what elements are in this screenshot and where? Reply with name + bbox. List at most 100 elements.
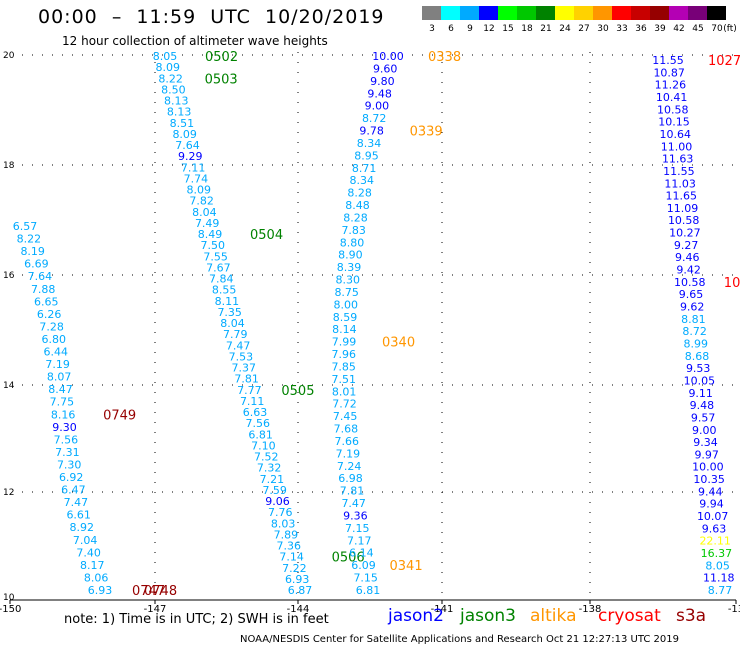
wave-height-value: 11.18: [703, 572, 735, 585]
wave-height-value: 8.14: [332, 323, 357, 336]
scale-swatch: [574, 6, 593, 20]
wave-height-value: 8.34: [350, 174, 375, 187]
wave-height-value: 8.11: [215, 295, 240, 308]
wave-height-value: 8.09: [172, 128, 197, 141]
wave-height-value: 7.55: [203, 250, 228, 263]
longitude-tick-label: -141: [431, 604, 454, 615]
pass-time-label: 0506: [332, 551, 365, 566]
latitude-tick-label: 16: [3, 271, 15, 281]
wave-height-value: 8.16: [51, 408, 76, 421]
pass-time-label: 0341: [390, 559, 423, 574]
wave-height-value: 6.63: [243, 406, 268, 419]
wave-height-value: 7.96: [332, 348, 357, 361]
wave-height-value: 9.62: [680, 301, 705, 314]
wave-height-value: 9.29: [178, 150, 203, 163]
wave-height-value: 7.11: [240, 395, 265, 408]
wave-height-value: 7.74: [184, 172, 209, 185]
latitude-tick-label: 20: [3, 51, 15, 61]
wave-height-value: 8.72: [682, 325, 707, 338]
wave-height-value: 11.26: [655, 79, 687, 92]
wave-height-value: 10.27: [669, 227, 701, 240]
wave-height-value: 8.28: [343, 211, 368, 224]
wave-height-value: 22.11: [699, 535, 731, 548]
scale-label: 27: [578, 24, 590, 34]
pass-time-label: 0502: [205, 50, 238, 65]
wave-height-value: 7.81: [234, 373, 259, 386]
latitude-tick-label: 10: [3, 593, 15, 603]
scale-label: 21: [540, 24, 552, 34]
scale-label: 39: [654, 24, 666, 34]
scale-swatch: [631, 6, 650, 20]
wave-height-value: 8.05: [705, 559, 730, 572]
wave-height-value: 8.51: [170, 117, 195, 130]
wave-height-value: 7.28: [39, 320, 64, 333]
wave-height-value: 7.19: [45, 358, 70, 371]
latitude-tick-label: 14: [3, 381, 15, 391]
wave-height-value: 7.77: [237, 384, 262, 397]
scale-label: 24: [559, 24, 571, 34]
wave-height-value: 8.95: [354, 149, 379, 162]
scale-swatch: [650, 6, 669, 20]
wave-height-value: 7.22: [282, 562, 307, 575]
wave-height-value: 6.61: [66, 509, 91, 522]
wave-height-value: 6.44: [44, 346, 69, 359]
wave-height-value: 8.55: [212, 284, 237, 297]
wave-height-value: 8.50: [161, 83, 186, 96]
wave-height-value: 6.87: [288, 584, 313, 597]
wave-height-value: 8.17: [80, 559, 105, 572]
wave-height-value: 8.34: [357, 137, 382, 150]
wave-height-value: 8.47: [48, 383, 73, 396]
wave-height-value: 9.53: [686, 362, 711, 375]
wave-height-value: 9.00: [365, 100, 390, 113]
wave-height-value: 11.55: [652, 54, 684, 67]
pass-time-label: 0339: [410, 125, 443, 140]
wave-height-value: 9.30: [52, 421, 77, 434]
axis-ticks: 20 18 16 14 12 10-150 -147 -144 -141 -138 -13: [0, 51, 740, 615]
wave-height-value: 6.92: [59, 471, 84, 484]
wave-height-value: 6.98: [338, 472, 363, 485]
wave-height-value: 8.01: [332, 385, 357, 398]
scale-label: 15: [502, 24, 514, 34]
wave-height-value: 7.45: [333, 410, 358, 423]
wave-height-value: 7.04: [73, 534, 98, 547]
satellite-tracks: 8.058.098.228.508.138.138.518.097.649.29…: [13, 50, 740, 599]
satellite-legend-jason2: jason2: [388, 606, 444, 626]
wave-height-value: 8.48: [345, 199, 370, 212]
pass-time-label: 1026: [724, 276, 740, 291]
scale-label: 9: [467, 24, 473, 34]
wave-height-value: 11.63: [662, 153, 694, 166]
scale-unit: (ft): [723, 24, 737, 34]
wave-height-value: 7.47: [64, 496, 89, 509]
wave-height-value: 8.03: [271, 517, 296, 530]
wave-height-value: 8.30: [336, 274, 361, 287]
wave-height-value: 6.65: [34, 295, 59, 308]
wave-height-value: 11.55: [663, 165, 695, 178]
wave-height-value: 9.06: [265, 495, 290, 508]
wave-height-value: 7.47: [226, 339, 251, 352]
wave-height-value: 9.27: [674, 239, 699, 252]
wave-height-value: 10.58: [668, 214, 700, 227]
wave-height-value: 11.65: [666, 190, 698, 203]
wave-height-value: 8.80: [340, 236, 365, 249]
wave-height-value: 7.84: [209, 273, 234, 286]
wave-height-value: 9.46: [675, 251, 700, 264]
scale-label: 45: [692, 24, 704, 34]
wave-height-value: 6.81: [248, 428, 273, 441]
wave-height-value: 6.09: [351, 559, 376, 572]
wave-height-value: 10.00: [372, 50, 404, 63]
wave-height-value: 8.22: [17, 233, 42, 246]
wave-height-value: 10.41: [656, 91, 688, 104]
pass-time-label: 0340: [382, 336, 415, 351]
scale-swatch: [422, 6, 441, 20]
wave-height-value: 8.68: [685, 350, 710, 363]
wave-height-value: 6.57: [13, 220, 38, 233]
wave-height-value: 7.11: [181, 161, 206, 174]
wave-height-value: 8.04: [192, 206, 217, 219]
latitude-tick-label: 12: [3, 488, 14, 498]
scale-label: 33: [616, 24, 628, 34]
pass-time-label: 0747: [132, 584, 165, 599]
wave-height-value: 9.48: [367, 87, 392, 100]
longitude-tick-label: -138: [579, 604, 602, 615]
track-a: 8.058.098.228.508.138.138.518.097.649.29…: [153, 50, 365, 597]
pass-time-label: 0748: [144, 584, 177, 599]
